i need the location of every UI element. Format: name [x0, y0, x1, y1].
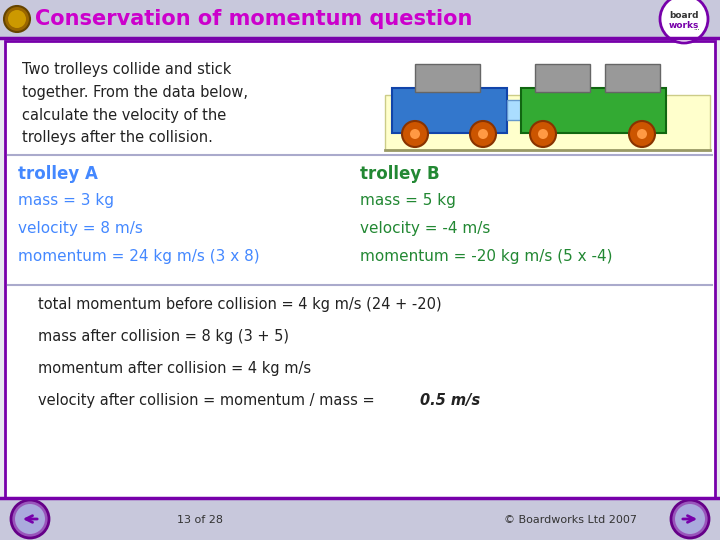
Circle shape [538, 129, 548, 139]
Text: 13 of 28: 13 of 28 [177, 515, 223, 525]
Text: Conservation of momentum question: Conservation of momentum question [35, 9, 472, 29]
Text: trolley B: trolley B [360, 165, 440, 183]
Circle shape [675, 504, 705, 534]
Text: momentum = 24 kg m/s (3 x 8): momentum = 24 kg m/s (3 x 8) [18, 249, 260, 264]
Text: Two trolleys collide and stick
together. From the data below,
calculate the velo: Two trolleys collide and stick together.… [22, 62, 248, 145]
Text: works: works [669, 21, 699, 30]
Text: mass after collision = 8 kg (3 + 5): mass after collision = 8 kg (3 + 5) [38, 329, 289, 344]
FancyBboxPatch shape [535, 64, 590, 92]
Text: momentum = -20 kg m/s (5 x -4): momentum = -20 kg m/s (5 x -4) [360, 249, 613, 264]
Text: velocity = -4 m/s: velocity = -4 m/s [360, 221, 490, 236]
Text: momentum after collision = 4 kg m/s: momentum after collision = 4 kg m/s [38, 361, 311, 376]
Circle shape [660, 0, 708, 43]
Text: board: board [670, 11, 698, 21]
Text: total momentum before collision = 4 kg m/s (24 + -20): total momentum before collision = 4 kg m… [38, 297, 441, 312]
Circle shape [629, 121, 655, 147]
Circle shape [410, 129, 420, 139]
Text: mass = 5 kg: mass = 5 kg [360, 193, 456, 208]
FancyBboxPatch shape [0, 0, 720, 37]
Circle shape [637, 129, 647, 139]
Circle shape [671, 500, 709, 538]
Text: 0.5 m/s: 0.5 m/s [420, 393, 480, 408]
Text: velocity after collision = momentum / mass =: velocity after collision = momentum / ma… [38, 393, 379, 408]
Text: © Boardworks Ltd 2007: © Boardworks Ltd 2007 [503, 515, 636, 525]
Circle shape [11, 500, 49, 538]
FancyBboxPatch shape [392, 88, 507, 133]
Circle shape [478, 129, 488, 139]
Text: ...: ... [693, 25, 701, 31]
Text: mass = 3 kg: mass = 3 kg [18, 193, 114, 208]
FancyArrowPatch shape [683, 516, 694, 522]
Circle shape [470, 121, 496, 147]
FancyBboxPatch shape [507, 100, 521, 120]
FancyBboxPatch shape [0, 498, 720, 540]
Circle shape [8, 10, 26, 28]
FancyBboxPatch shape [385, 95, 710, 150]
Text: velocity = 8 m/s: velocity = 8 m/s [18, 221, 143, 236]
Text: trolley A: trolley A [18, 165, 98, 183]
Circle shape [15, 504, 45, 534]
Circle shape [402, 121, 428, 147]
FancyBboxPatch shape [521, 88, 666, 133]
FancyBboxPatch shape [415, 64, 480, 92]
Circle shape [530, 121, 556, 147]
Circle shape [4, 6, 30, 32]
FancyBboxPatch shape [5, 41, 715, 498]
FancyBboxPatch shape [605, 64, 660, 92]
FancyArrowPatch shape [26, 516, 37, 522]
